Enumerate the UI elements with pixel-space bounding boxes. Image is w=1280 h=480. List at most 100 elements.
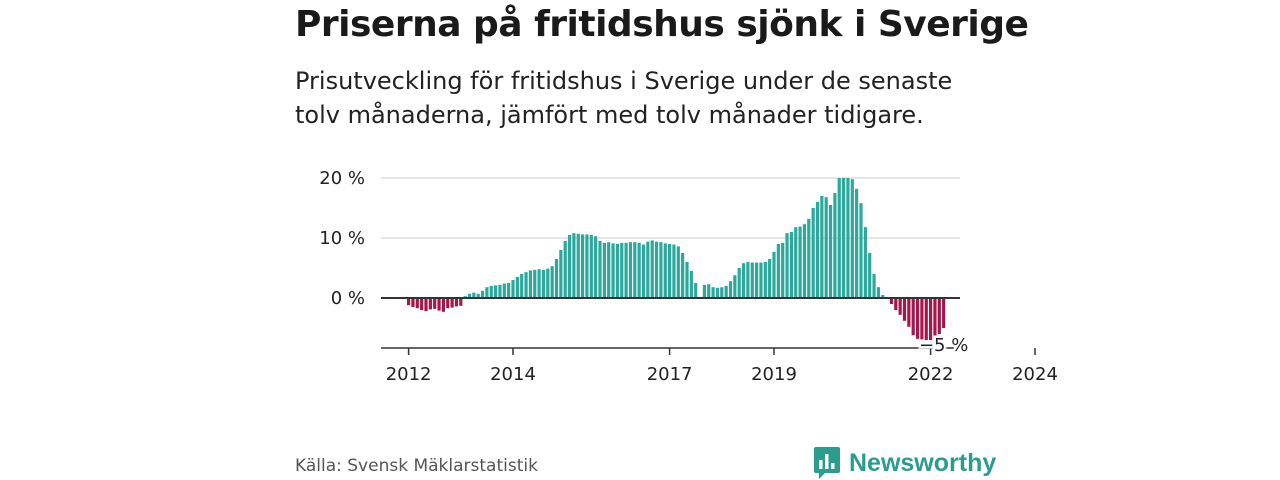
bar [733,275,737,298]
bar [876,287,880,298]
brand-name: Newsworthy [849,448,997,477]
bar [637,242,641,298]
bar [472,292,476,298]
bar [581,234,585,298]
bar [694,283,698,298]
bar [746,262,750,298]
last-value-label: −5 % [919,335,968,356]
bar [576,233,580,298]
bar [894,298,898,310]
bar [407,298,411,306]
bar [550,266,554,298]
bar [707,284,711,298]
bar [459,298,463,306]
bar [763,262,767,298]
bar [624,242,628,298]
bar [520,274,524,298]
bar [855,188,859,298]
bar [755,262,759,298]
bar [842,178,846,298]
x-tick-label: 2014 [490,364,536,385]
bar [480,290,485,298]
bar [528,270,532,298]
bar [676,246,680,298]
bar [672,244,676,298]
bar [659,242,663,298]
bar [802,224,807,298]
bar [850,179,854,298]
bar [533,269,537,298]
bar [411,298,415,307]
bar [872,274,876,298]
chart-title: Priserna på fritidshus sjönk i Sverige [295,4,1029,45]
x-tick-label: 2012 [386,364,432,385]
bar [859,203,863,298]
bar [681,253,685,298]
bar [937,298,941,334]
bar [737,268,741,298]
bar [585,234,589,298]
bar [594,236,598,298]
bar [828,205,833,298]
bar [807,218,811,298]
bar [607,242,611,298]
bar [811,208,815,298]
bar [641,244,646,298]
y-tick-label: 10 % [319,228,365,249]
bar [715,287,720,298]
bar [415,298,419,309]
bar [650,240,654,298]
bar [798,226,802,298]
bar [598,241,602,298]
bar [633,242,637,298]
bar [524,272,528,298]
x-tick-label: 2019 [751,364,797,385]
bar [589,235,593,298]
bar [833,193,837,298]
bar [924,298,928,340]
x-tick-label: 2022 [908,364,954,385]
bar [546,268,550,298]
bar [933,298,937,337]
bar [502,283,506,298]
bar [515,277,519,298]
axes: 20 % 10 % 0 % 2012 2014 2017 2019 2022 2024 −5 % [319,168,1058,385]
bar [441,298,445,312]
bar [646,241,650,298]
bar [476,293,480,298]
bar [567,235,572,298]
bar [915,298,920,339]
y-tick-label: 20 % [319,168,365,189]
bar [881,295,885,298]
bar [454,298,459,307]
bar [711,287,715,298]
bar [772,251,776,298]
bar [837,178,841,298]
bar [554,259,559,298]
bar [450,298,454,308]
bar [541,269,546,298]
bar [685,262,689,298]
bar [776,244,780,298]
bar [759,262,763,298]
bar [907,298,911,327]
bar [868,253,872,298]
bar [863,227,867,298]
bar [467,293,472,298]
bar [942,298,946,328]
source-note: Källa: Svensk Mäklarstatistik [295,456,538,476]
bar [628,242,633,298]
bar [728,281,733,298]
brand-logo[interactable]: Newsworthy [813,446,996,480]
bar [720,287,724,298]
bar [898,298,902,315]
bar [433,298,437,309]
bar [424,298,428,312]
bar [428,298,432,310]
bar [494,285,498,298]
bar [781,242,785,298]
bar [815,202,820,298]
bar [620,242,624,298]
bar [485,287,489,298]
bar [663,243,667,298]
